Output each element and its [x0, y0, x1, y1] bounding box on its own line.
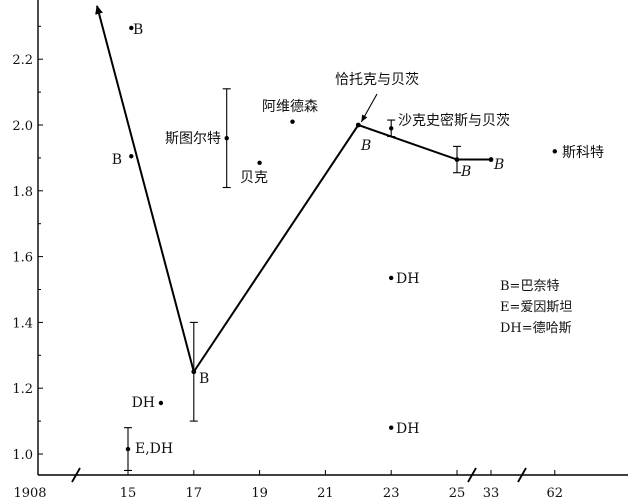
data-point — [129, 25, 134, 31]
y-tick-label: 1.8 — [12, 185, 33, 200]
point-label: 斯科特 — [562, 145, 604, 161]
trend-point — [191, 369, 197, 375]
legend-entry: B=巴奈特 — [500, 279, 559, 294]
legend-entry: DH=德哈斯 — [500, 321, 572, 336]
y-tick-label: 1.2 — [12, 382, 33, 397]
point-label: B — [133, 22, 143, 38]
x-tick-label: 62 — [547, 486, 564, 501]
y-tick-label: 1.4 — [12, 316, 33, 331]
y-tick-label: 2.2 — [12, 53, 33, 68]
data-point — [125, 446, 131, 452]
trend-point-label: B — [199, 371, 209, 387]
point-label: DH — [132, 395, 155, 411]
trend-point-label: B — [493, 157, 504, 173]
trend-point — [355, 122, 361, 128]
point-label: DH — [396, 271, 419, 287]
data-point — [257, 160, 262, 166]
data-point — [552, 149, 557, 154]
x-tick-label: 1908 — [13, 486, 46, 501]
legend: B=巴奈特 E=爱因斯坦 DH=德哈斯 — [500, 279, 572, 336]
legend-entry: E=爱因斯坦 — [500, 300, 572, 315]
trend-line — [192, 123, 491, 373]
axis-break-mark — [71, 467, 81, 483]
trend-point-label: B — [360, 138, 371, 154]
data-point — [129, 154, 134, 159]
data-point — [224, 135, 229, 141]
axes — [37, 0, 628, 483]
point-label: 沙克史密斯与贝茨 — [398, 112, 510, 129]
annotation-group: 恰托克与贝茨 — [335, 72, 419, 123]
point-label: 斯图尔特 — [165, 131, 221, 147]
x-tick-label: 25 — [449, 486, 466, 501]
x-axis-ticks: 1908 15 17 19 21 23 25 33 62 — [13, 470, 563, 501]
data-point — [158, 400, 164, 406]
trend-line-group — [95, 5, 491, 373]
trend-point — [454, 157, 460, 162]
x-tick-label: 17 — [186, 486, 203, 501]
data-point — [389, 425, 394, 430]
annotation-arrow — [360, 93, 378, 123]
y-axis-ticks: 1.0 1.2 1.4 1.6 1.8 2.0 2.2 — [12, 25, 43, 463]
y-tick-label: 1.0 — [12, 448, 33, 463]
x-tick-label: 23 — [383, 486, 400, 501]
point-label: B — [112, 152, 122, 168]
trend-point-label: B — [460, 164, 471, 180]
axis-break-mark — [467, 467, 477, 483]
x-tick-label: 21 — [317, 486, 334, 501]
point-label: DH — [396, 421, 419, 437]
x-tick-label: 33 — [483, 486, 500, 501]
data-points — [125, 25, 557, 452]
axis-break-mark — [517, 467, 527, 483]
trend-point — [488, 157, 494, 162]
data-point — [290, 119, 295, 124]
data-point — [389, 275, 394, 281]
annotation-text: 恰托克与贝茨 — [335, 72, 419, 88]
x-tick-label: 15 — [120, 486, 137, 501]
data-point — [389, 126, 394, 131]
point-label: 阿维德森 — [262, 99, 318, 115]
y-tick-label: 2.0 — [12, 119, 33, 134]
point-label: 贝克 — [240, 170, 268, 186]
y-tick-label: 1.6 — [12, 251, 33, 266]
trend-arrow — [95, 5, 195, 373]
point-label: E,DH — [135, 441, 173, 457]
x-tick-label: 19 — [251, 486, 268, 501]
